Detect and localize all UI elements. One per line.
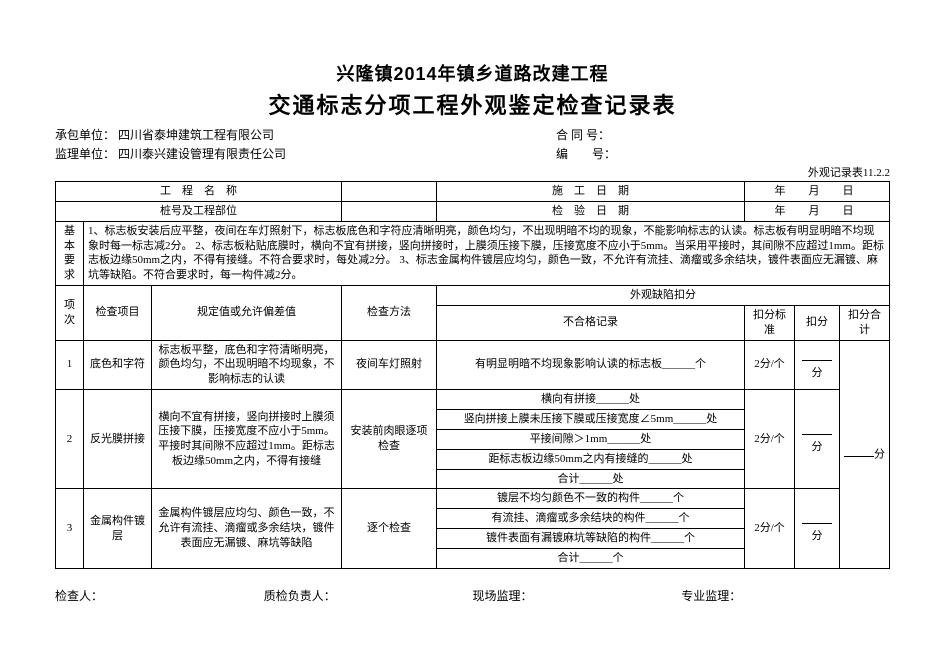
project-title: 兴隆镇2014年镇乡道路改建工程 [55,60,890,86]
footer-qc: 质检负责人： [264,587,473,604]
form-code: 外观记录表11.2.2 [55,164,890,180]
main-table: 工 程 名 称 施 工 日 期 年 月 日 桩号及工程部位 检 验 日 期 年 … [55,181,890,569]
contract-no-label: 合 同 号： [556,126,610,143]
footer: 检查人： 质检负责人： 现场监理： 专业监理： [55,587,890,604]
r3-d2: 镀件表面有漏镀麻坑等缺陷的构件______个 [437,529,745,549]
r2-std: 2分/个 [744,390,794,489]
col-seq: 项次 [56,286,84,341]
r2-ded: 分 [794,390,839,489]
r2-d3: 距标志板边缘50mm之内有接缝的______处 [437,449,745,469]
sum-cell: 分 [839,340,889,568]
r2-d0: 横向有拼接______处 [437,390,745,410]
footer-site-supervisor: 现场监理： [473,587,682,604]
hdr-insp-date-val: 年 月 日 [744,201,889,221]
hdr-proj-name: 工 程 名 称 [56,182,342,202]
col-defect-title: 外观缺陷扣分 [437,286,890,306]
r1-item: 底色和字符 [84,340,152,390]
hdr-cons-date-val: 年 月 日 [744,182,889,202]
col-defect-rec: 不合格记录 [437,305,745,340]
hdr-cons-date-label: 施 工 日 期 [437,182,745,202]
r1-method: 夜间车灯照射 [342,340,437,390]
footer-inspector: 检查人： [55,587,264,604]
supervisor-label: 监理单位： [55,145,115,162]
basic-req-text: 1、标志板安装后应平整，夜间在车灯照射下，标志板底色和字符应清晰明亮，颜色均匀，… [84,221,890,285]
r3-method: 逐个检查 [342,489,437,568]
r2-d2: 平接间隙＞1mm______处 [437,429,745,449]
r3-ded: 分 [794,489,839,568]
r2-d4: 合计______处 [437,469,745,489]
meta-row-2: 监理单位： 四川泰兴建设管理有限责任公司 编 号： [55,145,890,162]
r1-ded: 分 [794,340,839,390]
form-title: 交通标志分项工程外观鉴定检查记录表 [55,88,890,120]
r1-std: 2分/个 [744,340,794,390]
r3-d0: 镀层不均匀颜色不一致的构件______个 [437,489,745,509]
col-ded: 扣分 [794,305,839,340]
r3-spec: 金属构件镀层应均匀、颜色一致，不允许有流挂、滴瘤或多余结块，镀件表面应无漏镀、麻… [152,489,342,568]
r1-d0: 有明显明暗不均现象影响认读的标志板______个 [437,340,745,390]
hdr-insp-date-label: 检 验 日 期 [437,201,745,221]
r2-method: 安装前肉眼逐项检查 [342,390,437,489]
r3-d3: 合计______个 [437,548,745,568]
r1-spec: 标志板平整，底色和字符清晰明亮，颜色均匀，不出现明暗不均现象，不影响标志的认读 [152,340,342,390]
col-spec: 规定值或允许偏差值 [152,286,342,341]
r2-d1: 竖向拼接上膜未压接下膜或压接宽度∠5mm______处 [437,409,745,429]
meta-row-1: 承包单位： 四川省泰坤建筑工程有限公司 合 同 号： [55,126,890,143]
hdr-proj-name-val [342,182,437,202]
contractor-label: 承包单位： [55,126,115,143]
r1-seq: 1 [56,340,84,390]
col-sum: 扣分合计 [839,305,889,340]
hdr-stake-val [342,201,437,221]
page: 兴隆镇2014年镇乡道路改建工程 交通标志分项工程外观鉴定检查记录表 承包单位：… [0,0,945,669]
hdr-stake: 桩号及工程部位 [56,201,342,221]
col-std: 扣分标准 [744,305,794,340]
r2-spec: 横向不宜有拼接，竖向拼接时上膜须压接下膜，压接宽度不应小于5mm。平接时其间隙不… [152,390,342,489]
footer-pro-supervisor: 专业监理： [681,587,890,604]
r2-seq: 2 [56,390,84,489]
col-item: 检查项目 [84,286,152,341]
r3-std: 2分/个 [744,489,794,568]
r3-item: 金属构件镀层 [84,489,152,568]
col-method: 检查方法 [342,286,437,341]
r3-seq: 3 [56,489,84,568]
contractor-value: 四川省泰坤建筑工程有限公司 [118,128,274,142]
basic-req-label: 基本要求 [56,221,84,285]
serial-no-label: 编 号： [556,145,616,162]
supervisor-value: 四川泰兴建设管理有限责任公司 [118,147,286,161]
r3-d1: 有流挂、滴瘤或多余结块的构件______个 [437,509,745,529]
r2-item: 反光膜拼接 [84,390,152,489]
